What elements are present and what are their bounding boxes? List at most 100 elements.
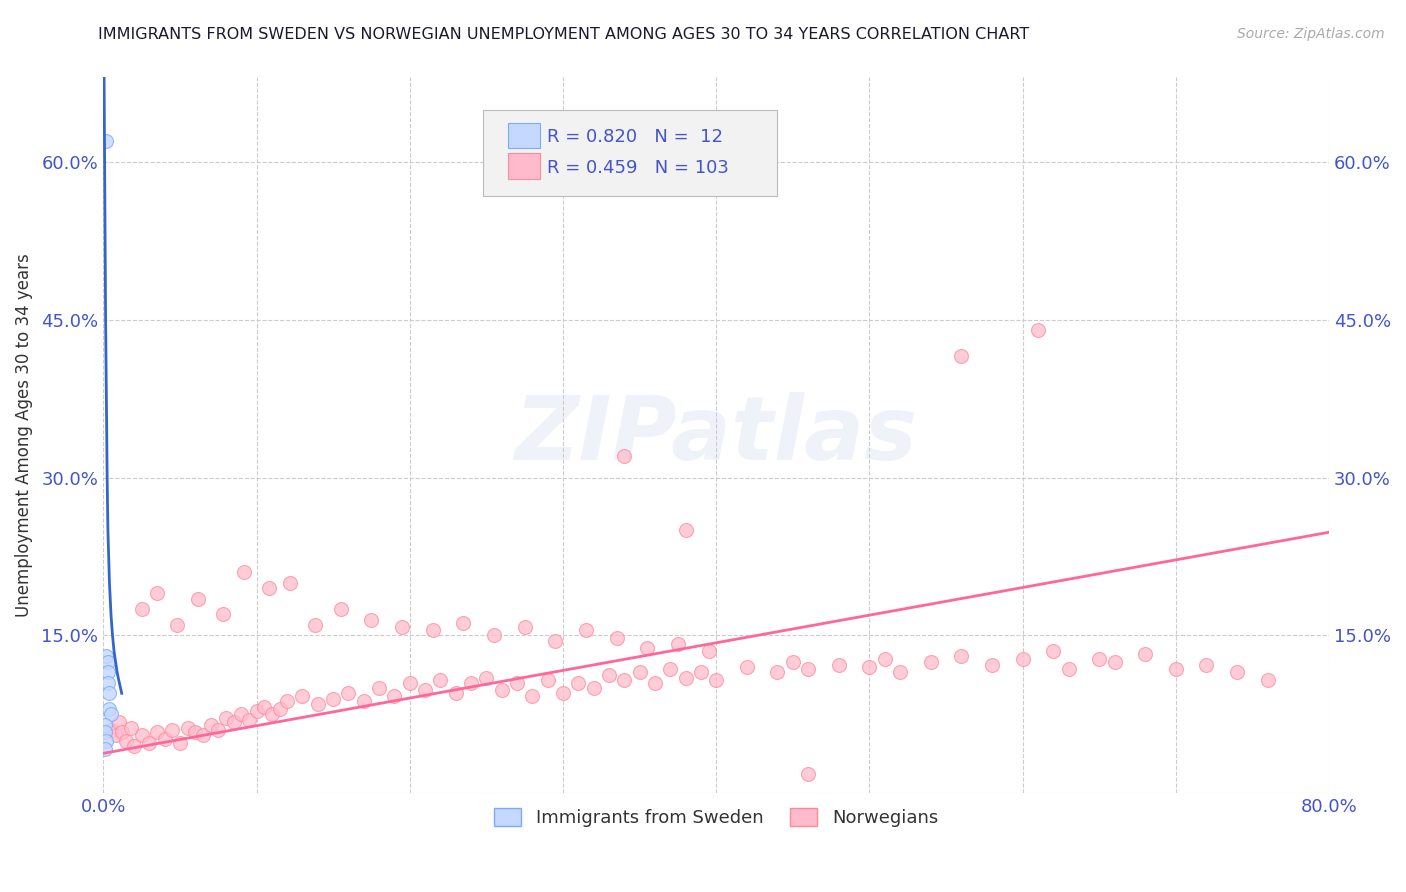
Point (659, 662, 682, 676)
Point (582, 681, 605, 695)
Text: Source: ZipAtlas.com: Source: ZipAtlas.com (1237, 27, 1385, 41)
Point (278, 575, 301, 590)
Point (107, 714, 129, 729)
Text: ZIPatlas: ZIPatlas (515, 392, 918, 479)
Point (1164, 662, 1187, 676)
Point (567, 675, 589, 690)
Point (950, 649, 973, 664)
Point (598, 668, 620, 682)
Point (429, 673, 451, 687)
Point (1026, 323, 1049, 337)
Point (384, 690, 406, 704)
Point (460, 675, 482, 690)
Point (628, 665, 651, 680)
FancyBboxPatch shape (508, 153, 540, 179)
Point (96, 733, 118, 747)
Point (636, 641, 658, 656)
Point (697, 644, 720, 658)
Point (94, 742, 117, 756)
Point (689, 665, 711, 680)
Point (797, 662, 820, 676)
Point (215, 710, 238, 724)
Point (184, 725, 207, 739)
Point (233, 566, 256, 580)
Point (453, 615, 475, 630)
Point (491, 683, 513, 698)
Point (735, 660, 758, 674)
Point (146, 725, 169, 739)
Point (200, 718, 222, 732)
Point (551, 686, 574, 700)
Legend: Immigrants from Sweden, Norwegians: Immigrants from Sweden, Norwegians (486, 801, 945, 834)
Point (176, 721, 198, 735)
Point (138, 736, 160, 750)
Point (575, 623, 598, 637)
Point (96, 649, 118, 664)
Point (981, 657, 1004, 672)
Point (506, 675, 529, 690)
Point (122, 739, 145, 753)
Point (337, 686, 360, 700)
Point (115, 733, 138, 747)
Point (1088, 651, 1111, 665)
Text: R = 0.820   N =  12: R = 0.820 N = 12 (547, 128, 723, 146)
Point (1226, 665, 1249, 680)
Point (100, 723, 122, 738)
Point (613, 450, 636, 464)
Point (94, 725, 117, 739)
Point (1104, 655, 1126, 669)
Point (606, 631, 628, 645)
Point (238, 713, 260, 727)
FancyBboxPatch shape (508, 122, 540, 148)
Point (858, 660, 880, 674)
Point (260, 707, 283, 722)
Point (162, 723, 184, 738)
Point (146, 586, 169, 600)
Point (391, 620, 413, 634)
Point (100, 707, 122, 722)
Point (828, 657, 851, 672)
Point (889, 665, 911, 680)
Point (353, 694, 375, 708)
Point (222, 714, 245, 729)
Point (131, 728, 153, 742)
Point (675, 671, 697, 685)
Point (304, 618, 326, 632)
Point (97, 665, 120, 680)
Point (873, 651, 896, 665)
Point (187, 591, 209, 606)
Point (97, 655, 120, 669)
Point (269, 702, 291, 716)
Point (98, 686, 121, 700)
Point (782, 655, 804, 669)
Point (245, 704, 267, 718)
Point (536, 673, 558, 687)
Point (644, 675, 666, 690)
Point (1133, 648, 1156, 662)
Point (666, 637, 689, 651)
Point (120, 721, 142, 735)
Point (291, 690, 314, 704)
Point (169, 736, 191, 750)
Point (368, 681, 391, 695)
Point (191, 728, 214, 742)
Point (166, 618, 188, 632)
Point (1195, 657, 1218, 672)
Point (276, 694, 298, 708)
Point (398, 675, 420, 690)
FancyBboxPatch shape (484, 110, 778, 195)
Point (96, 134, 118, 148)
Point (1057, 662, 1080, 676)
Point (704, 673, 727, 687)
Point (675, 523, 697, 537)
Point (475, 671, 498, 685)
Point (522, 690, 544, 704)
Point (513, 620, 536, 634)
Point (307, 697, 329, 711)
Point (950, 350, 973, 364)
Point (1042, 644, 1064, 658)
Point (360, 613, 382, 627)
Point (231, 707, 253, 722)
Point (422, 623, 444, 637)
Point (329, 602, 352, 616)
